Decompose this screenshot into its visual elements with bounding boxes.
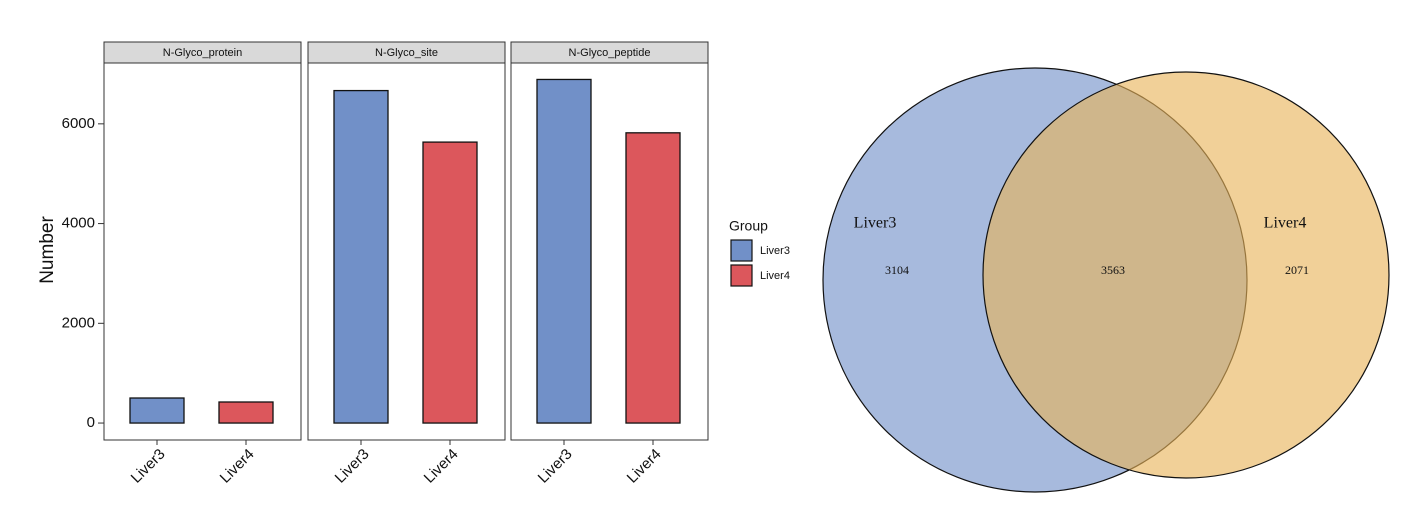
panel	[307, 62, 506, 441]
panel	[510, 62, 709, 441]
legend-swatch	[730, 264, 753, 287]
bar	[625, 132, 681, 424]
x-tick-label: Liver3	[128, 446, 169, 487]
legend-swatch	[730, 239, 753, 262]
bar	[333, 89, 389, 424]
y-tick-label: 4000	[62, 215, 95, 232]
facet-title: N-Glyco_peptide	[569, 47, 651, 59]
y-tick-label: 6000	[62, 115, 95, 132]
bar	[129, 397, 185, 424]
y-tick-label: 0	[87, 414, 95, 431]
x-tick-label: Liver3	[332, 446, 373, 487]
facet-title: N-Glyco_site	[375, 47, 438, 59]
legend-label: Liver3	[760, 245, 790, 257]
x-tick-label: Liver4	[421, 446, 462, 487]
bar	[218, 401, 274, 424]
facet-title: N-Glyco_protein	[163, 47, 242, 59]
x-tick-label: Liver3	[535, 446, 576, 487]
intersection-count: 3563	[1101, 263, 1125, 277]
legend-label: Liver4	[760, 270, 790, 282]
set-count: 2071	[1285, 263, 1309, 277]
y-tick-label: 2000	[62, 314, 95, 331]
set-name: Liver3	[854, 215, 897, 232]
set-circle	[982, 71, 1390, 479]
x-tick-label: Liver4	[217, 446, 258, 487]
set-name: Liver4	[1264, 215, 1307, 232]
y-axis-label: Number	[37, 216, 58, 284]
legend-title: Group	[729, 218, 768, 234]
panel	[103, 62, 302, 441]
bar	[422, 141, 478, 424]
x-tick-label: Liver4	[624, 446, 665, 487]
set-count: 3104	[885, 263, 909, 277]
bar	[536, 78, 592, 424]
